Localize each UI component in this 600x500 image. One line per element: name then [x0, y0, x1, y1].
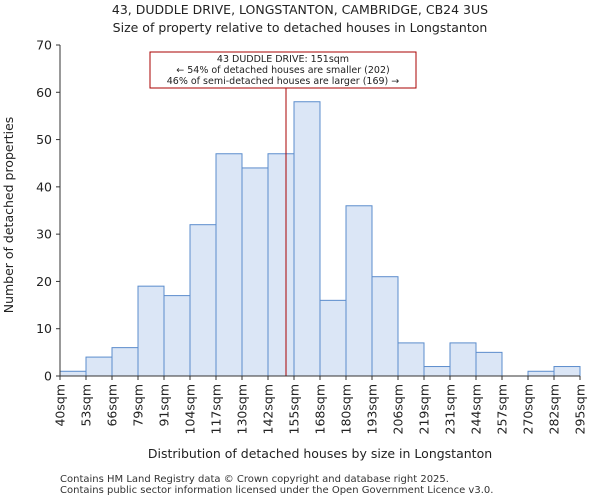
x-axis-label: Distribution of detached houses by size …: [148, 446, 492, 461]
x-tick-label: 282sqm: [547, 384, 562, 434]
y-tick-label: 20: [36, 274, 52, 289]
annotation-line3: 46% of semi-detached houses are larger (…: [167, 76, 400, 87]
bar-180sqm: [345, 205, 373, 377]
y-tick-label: 60: [36, 85, 52, 100]
y-tick-label: 70: [36, 38, 52, 53]
bar-130sqm: [241, 167, 269, 377]
x-tick-label: 219sqm: [417, 384, 432, 434]
x-tick-label: 155sqm: [287, 384, 302, 434]
x-tick-label: 40sqm: [53, 384, 68, 427]
bar-79sqm: [137, 285, 165, 377]
bar-40sqm: [59, 370, 87, 377]
bar-282sqm: [553, 366, 581, 377]
bar-91sqm: [163, 295, 191, 377]
y-tick-label: 40: [36, 179, 52, 194]
x-tick-label: 206sqm: [391, 384, 406, 434]
x-tick-label: 142sqm: [261, 384, 276, 434]
x-tick-label: 53sqm: [79, 384, 94, 427]
x-tick-label: 257sqm: [495, 384, 510, 434]
bar-142sqm: [267, 153, 295, 377]
chart-title-line1: 43, DUDDLE DRIVE, LONGSTANTON, CAMBRIDGE…: [112, 2, 488, 17]
annotation-line1: 43 DUDDLE DRIVE: 151sqm: [217, 54, 349, 65]
bar-219sqm: [423, 366, 451, 377]
x-tick-label: 168sqm: [313, 384, 328, 434]
bar-66sqm: [111, 347, 139, 377]
bar-168sqm: [319, 299, 347, 377]
x-tick-label: 79sqm: [131, 384, 146, 427]
chart-title-line2: Size of property relative to detached ho…: [113, 20, 488, 35]
x-tick-label: 295sqm: [573, 384, 588, 434]
x-tick-label: 130sqm: [235, 384, 250, 434]
footer-line1: Contains HM Land Registry data © Crown c…: [60, 474, 449, 485]
annotation-line2: ← 54% of detached houses are smaller (20…: [176, 65, 389, 76]
bars-group: [59, 101, 581, 377]
bar-206sqm: [397, 342, 425, 377]
x-ticks-group: 40sqm 53sqm 66sqm 79sqm 91sqm 104sqm 117sqm 130…: [53, 376, 588, 434]
annotation-border: [149, 51, 417, 89]
x-tick-label: 244sqm: [469, 384, 484, 434]
bar-270sqm: [527, 370, 555, 377]
x-tick-label: 104sqm: [183, 384, 198, 434]
x-tick-label: 193sqm: [365, 384, 380, 434]
x-tick-label: 91sqm: [157, 384, 172, 427]
footer-line2: Contains public sector information licen…: [60, 485, 494, 496]
x-tick-label: 66sqm: [105, 384, 120, 427]
y-tick-label: 50: [36, 132, 52, 147]
y-axis-label: Number of detached properties: [1, 117, 16, 314]
bar-244sqm: [475, 351, 503, 377]
y-tick-label: 30: [36, 227, 52, 242]
x-tick-label: 117sqm: [209, 384, 224, 434]
x-tick-label: 231sqm: [443, 384, 458, 434]
bar-104sqm: [189, 224, 217, 377]
bar-193sqm: [371, 276, 399, 377]
y-ticks-group: 0 10 20 30 40 50 60 70: [36, 38, 60, 384]
y-tick-label: 10: [36, 321, 52, 336]
bar-155sqm: [293, 101, 321, 377]
annotation-box: 43 DUDDLE DRIVE: 151sqm ← 54% of detache…: [149, 51, 417, 89]
x-tick-label: 180sqm: [339, 384, 354, 434]
x-tick-label: 270sqm: [521, 384, 536, 434]
bar-117sqm: [215, 153, 243, 377]
bar-53sqm: [85, 356, 113, 377]
y-tick-label: 0: [44, 369, 52, 384]
bar-231sqm: [449, 342, 477, 377]
